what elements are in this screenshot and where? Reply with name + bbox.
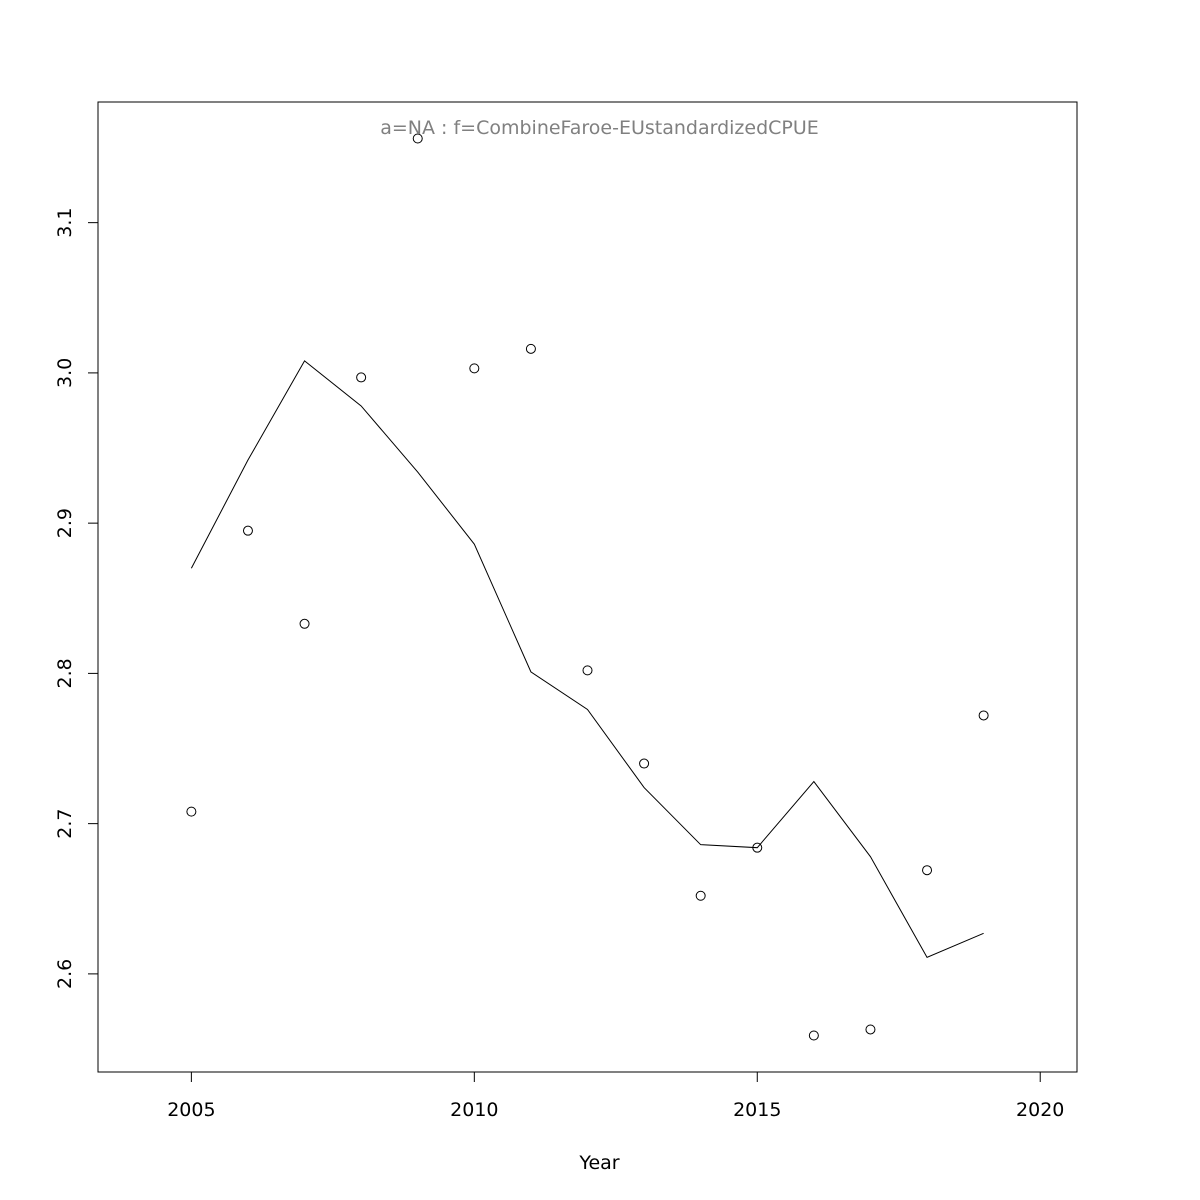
plot-title: a=NA : f=CombineFaroe-EUstandardizedCPUE bbox=[380, 117, 819, 139]
y-tick-label: 2.6 bbox=[54, 959, 76, 989]
y-tick-label: 3.0 bbox=[54, 358, 76, 388]
y-axis: 2.6 2.7 2.8 2.9 3.0 3.1 bbox=[54, 208, 99, 989]
x-tick-label: 2010 bbox=[450, 1099, 498, 1121]
y-tick-label: 2.9 bbox=[54, 508, 76, 538]
x-axis-title: Year bbox=[578, 1152, 619, 1174]
data-point bbox=[978, 710, 989, 721]
data-point bbox=[299, 618, 310, 629]
data-point bbox=[356, 372, 367, 383]
y-tick-label: 2.8 bbox=[54, 658, 76, 688]
data-point bbox=[525, 343, 536, 354]
data-point bbox=[922, 865, 933, 876]
data-point bbox=[469, 363, 480, 374]
x-tick-label: 2005 bbox=[167, 1099, 215, 1121]
data-point bbox=[865, 1024, 876, 1035]
y-tick-label: 3.1 bbox=[54, 208, 76, 238]
y-tick-label: 2.7 bbox=[54, 809, 76, 839]
data-point bbox=[639, 758, 650, 769]
series-layer bbox=[186, 133, 989, 1041]
x-tick-label: 2015 bbox=[733, 1099, 781, 1121]
fitted-line bbox=[190, 360, 984, 958]
data-point bbox=[695, 890, 706, 901]
data-point bbox=[412, 133, 423, 144]
data-point bbox=[582, 665, 593, 676]
x-tick-label: 2020 bbox=[1016, 1099, 1064, 1121]
data-point bbox=[808, 1030, 819, 1041]
x-axis: 2005 2010 2015 2020 bbox=[167, 1071, 1064, 1121]
data-point bbox=[186, 806, 197, 817]
data-point bbox=[242, 525, 253, 536]
